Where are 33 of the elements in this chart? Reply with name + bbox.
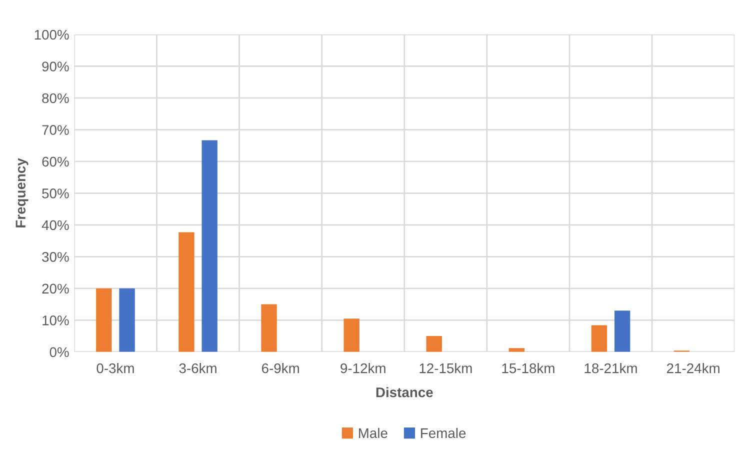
y-tick-label: 30% (42, 252, 69, 262)
bar (614, 310, 630, 352)
legend-label: Male (358, 428, 388, 438)
x-tick-label: 12-15km (420, 363, 472, 374)
y-tick-label: 60% (42, 156, 69, 167)
bar (508, 348, 524, 352)
bar (96, 288, 112, 352)
y-tick-label: 50% (42, 188, 69, 198)
x-tick-label: 18-21km (584, 363, 637, 374)
x-tick-label: 15-18km (502, 363, 554, 374)
x-tick-label: 9-12km (340, 363, 386, 374)
x-tick-label: 3-6km (179, 363, 216, 374)
x-tick-label: 21-24km (666, 363, 720, 374)
y-tick-label: 20% (42, 284, 69, 294)
bar (202, 140, 218, 352)
y-tick-label: 80% (42, 93, 69, 104)
x-tick-label: 0-3km (96, 363, 134, 374)
y-tick-label: 0% (50, 347, 69, 358)
x-axis-title: Distance (376, 387, 433, 398)
bar (426, 336, 442, 352)
y-tick-label: 70% (42, 125, 69, 135)
y-tick-label: 10% (42, 315, 69, 326)
y-tick-label: 40% (42, 220, 69, 230)
bar (591, 325, 608, 352)
bar (119, 288, 135, 352)
x-tick-label: 6-9km (262, 363, 299, 374)
legend-label: Female (421, 428, 466, 438)
bar (178, 232, 194, 352)
y-tick-label: 100% (34, 30, 69, 40)
bar (261, 304, 277, 352)
y-tick-label: 90% (42, 62, 69, 72)
y-axis-title: Frequency (16, 158, 28, 228)
bar (344, 318, 360, 352)
